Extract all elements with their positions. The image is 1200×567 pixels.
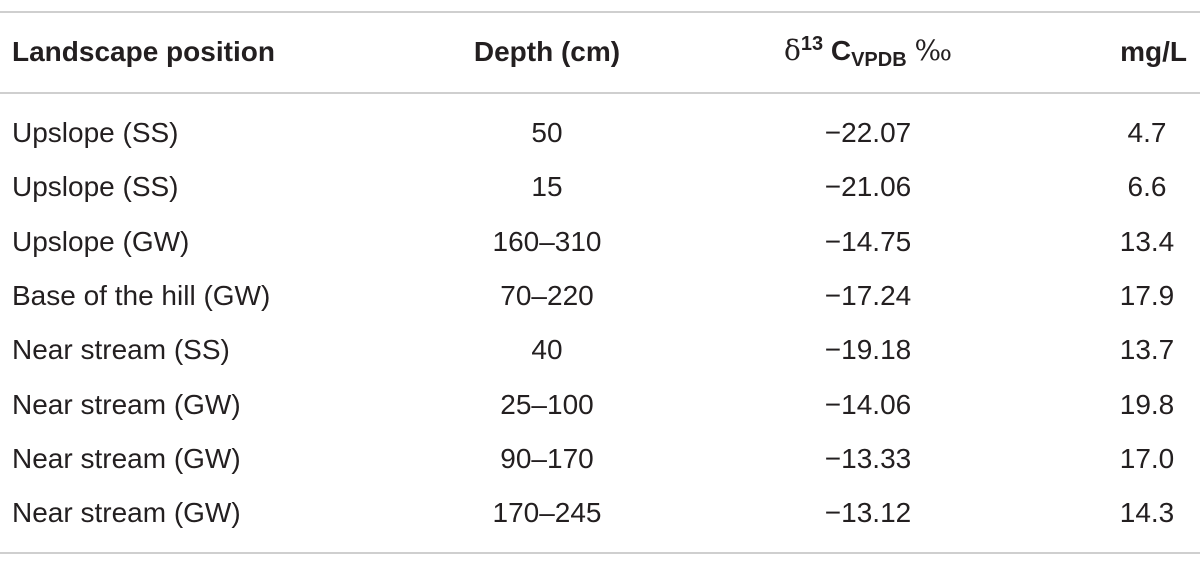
table-cell: 17.0 (1119, 442, 1175, 474)
table-cell: 6.6 (1127, 171, 1167, 203)
table-cell: Near stream (GW) (12, 497, 241, 529)
table-cell: −14.75 (824, 225, 912, 257)
header-cell: mg/L (1120, 36, 1187, 67)
table-cell: 19.8 (1119, 388, 1175, 420)
bottom-rule (0, 552, 1200, 554)
header-base: C (830, 35, 852, 66)
table-cell: 170–245 (492, 497, 602, 529)
table-cell: 70–220 (500, 279, 594, 311)
table-cell: 4.7 (1127, 117, 1167, 148)
header-cell: Depth (cm) (473, 36, 621, 67)
table-cell: Near stream (SS) (12, 334, 230, 366)
table-cell: 90–170 (500, 442, 594, 474)
header-cell: Landscape position (12, 36, 275, 67)
table-cell: 15 (531, 171, 563, 203)
table-cell: 13.7 (1119, 334, 1175, 366)
table-cell: Upslope (SS) (12, 171, 179, 203)
table-cell: 50 (531, 117, 563, 148)
table-cell: −13.33 (824, 442, 912, 474)
header-sup: 13 (800, 33, 824, 55)
table-cell: −17.24 (824, 279, 912, 311)
table-cell: −14.06 (824, 388, 912, 420)
header-rule (0, 92, 1200, 94)
header-symbol: δ (783, 34, 801, 67)
table-cell: −22.07 (824, 117, 912, 148)
table-cell: 14.3 (1119, 497, 1175, 529)
table-cell: −13.12 (824, 497, 912, 529)
table-cell: 17.9 (1119, 279, 1175, 311)
top-rule (0, 11, 1200, 13)
table-cell: 13.4 (1119, 225, 1175, 257)
table-cell: −21.06 (824, 171, 912, 203)
header-cell: δ13 CVPDB ‰ (784, 27, 952, 77)
header-sub: VPDB (851, 49, 907, 71)
table-cell: Upslope (SS) (12, 117, 179, 148)
header-unit: ‰ (914, 34, 953, 67)
table-cell: Base of the hill (GW) (12, 279, 271, 311)
table-cell: −19.18 (824, 334, 912, 366)
table-cell: 25–100 (500, 388, 594, 420)
table-cell: 160–310 (492, 225, 602, 257)
table-cell: Upslope (GW) (12, 225, 190, 257)
table-cell: Near stream (GW) (12, 388, 241, 420)
table-cell: 40 (531, 334, 563, 366)
table-cell: Near stream (GW) (12, 442, 241, 474)
